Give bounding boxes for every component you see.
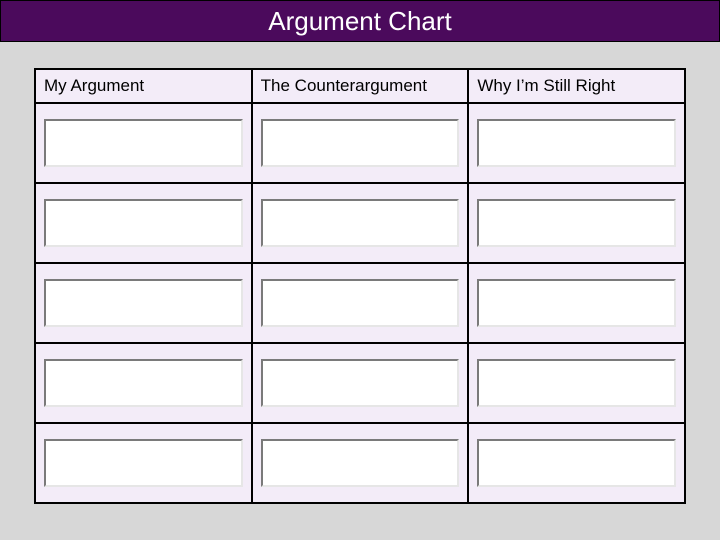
input-counter[interactable] <box>261 359 460 407</box>
input-counter[interactable] <box>261 119 460 167</box>
input-rebuttal[interactable] <box>477 199 676 247</box>
input-counter[interactable] <box>261 279 460 327</box>
table-row <box>35 103 685 183</box>
title-bar: Argument Chart <box>0 0 720 42</box>
chart-container: My Argument The Counterargument Why I’m … <box>0 42 720 534</box>
col-header-my-argument: My Argument <box>35 69 252 103</box>
input-argument[interactable] <box>44 119 243 167</box>
input-rebuttal[interactable] <box>477 359 676 407</box>
table-row <box>35 423 685 503</box>
input-argument[interactable] <box>44 199 243 247</box>
col-header-counterargument: The Counterargument <box>252 69 469 103</box>
argument-table: My Argument The Counterargument Why I’m … <box>34 68 686 504</box>
input-counter[interactable] <box>261 439 460 487</box>
input-rebuttal[interactable] <box>477 279 676 327</box>
input-rebuttal[interactable] <box>477 439 676 487</box>
col-header-still-right: Why I’m Still Right <box>468 69 685 103</box>
table-row <box>35 263 685 343</box>
input-argument[interactable] <box>44 279 243 327</box>
table-row <box>35 183 685 263</box>
table-header-row: My Argument The Counterargument Why I’m … <box>35 69 685 103</box>
input-argument[interactable] <box>44 439 243 487</box>
input-counter[interactable] <box>261 199 460 247</box>
input-argument[interactable] <box>44 359 243 407</box>
page-title: Argument Chart <box>268 6 452 37</box>
table-row <box>35 343 685 423</box>
input-rebuttal[interactable] <box>477 119 676 167</box>
